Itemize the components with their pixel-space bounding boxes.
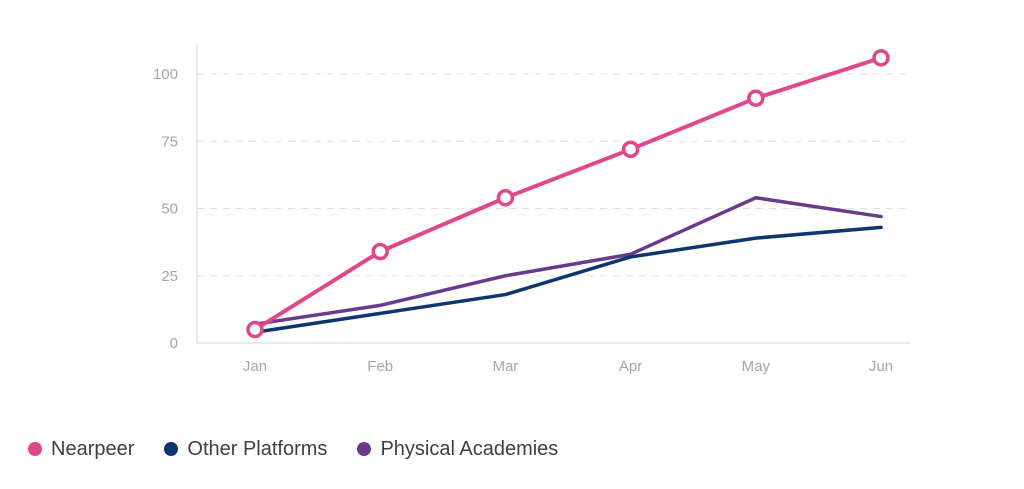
data-point-marker[interactable]: [872, 49, 890, 67]
x-tick-label: Mar: [492, 358, 518, 375]
legend-item-physical-academies[interactable]: Physical Academies: [357, 438, 558, 461]
series-markers: [246, 49, 890, 339]
y-tick-label: 0: [170, 335, 178, 352]
gridlines: [197, 73, 910, 277]
line-chart: 0 25 50 75 100 Jan Feb Mar Apr May Jun: [153, 44, 910, 375]
y-tick-label: 25: [161, 268, 178, 285]
data-point-marker[interactable]: [747, 89, 765, 107]
legend-item-nearpeer[interactable]: Nearpeer: [28, 438, 134, 461]
y-tick-label: 100: [153, 66, 178, 83]
y-axis-ticks: 0 25 50 75 100: [153, 66, 178, 352]
legend-label: Nearpeer: [51, 437, 135, 460]
x-axis-ticks: Jan Feb Mar Apr May Jun: [243, 358, 893, 375]
x-tick-label: Jun: [869, 358, 893, 375]
series-line-other-platforms: [253, 225, 883, 334]
series-line-physical-academies: [253, 195, 883, 326]
y-tick-label: 50: [161, 201, 178, 218]
chart-legend: Nearpeer Other Platforms Physical Academ…: [28, 434, 588, 464]
legend-item-other-platforms[interactable]: Other Platforms: [164, 438, 327, 461]
data-point-marker[interactable]: [371, 242, 389, 261]
legend-swatch: [28, 442, 42, 456]
legend-swatch: [357, 442, 372, 456]
y-tick-label: 75: [161, 133, 178, 150]
x-tick-label: Feb: [367, 358, 393, 375]
series-lines: [253, 55, 883, 334]
legend-swatch: [164, 442, 179, 456]
series-line-nearpeer: [253, 55, 883, 332]
data-point-marker[interactable]: [496, 188, 515, 207]
x-tick-label: Apr: [619, 358, 642, 375]
legend-label: Physical Academies: [380, 437, 559, 460]
x-tick-label: May: [742, 358, 771, 375]
legend-label: Other Platforms: [187, 437, 328, 460]
data-point-marker[interactable]: [246, 320, 264, 339]
data-point-marker[interactable]: [621, 140, 640, 159]
x-tick-label: Jan: [243, 358, 267, 375]
